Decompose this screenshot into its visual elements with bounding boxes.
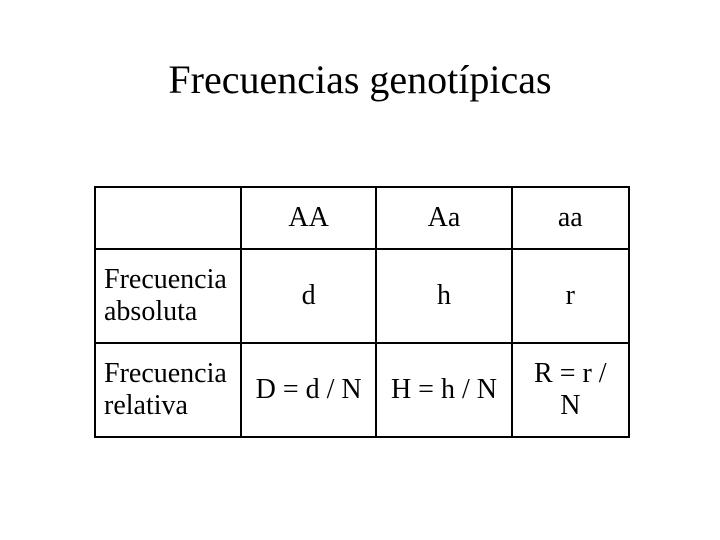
table-cell: d xyxy=(241,249,376,343)
genotype-table: AA Aa aa Frecuencia absoluta d h r Frecu… xyxy=(94,186,630,438)
table-cell: r xyxy=(512,249,629,343)
header-cell-blank xyxy=(95,187,241,249)
header-cell: AA xyxy=(241,187,376,249)
table-row: Frecuencia relativa D = d / N H = h / N … xyxy=(95,343,629,437)
table-cell: h xyxy=(376,249,511,343)
header-cell: Aa xyxy=(376,187,511,249)
table-cell: H = h / N xyxy=(376,343,511,437)
row-header: Frecuencia absoluta xyxy=(95,249,241,343)
page-title: Frecuencias genotípicas xyxy=(0,56,720,103)
genotype-table-container: AA Aa aa Frecuencia absoluta d h r Frecu… xyxy=(94,186,630,438)
table-cell: D = d / N xyxy=(241,343,376,437)
table-row: AA Aa aa xyxy=(95,187,629,249)
table-cell: R = r / N xyxy=(512,343,629,437)
header-cell: aa xyxy=(512,187,629,249)
table-row: Frecuencia absoluta d h r xyxy=(95,249,629,343)
row-header: Frecuencia relativa xyxy=(95,343,241,437)
